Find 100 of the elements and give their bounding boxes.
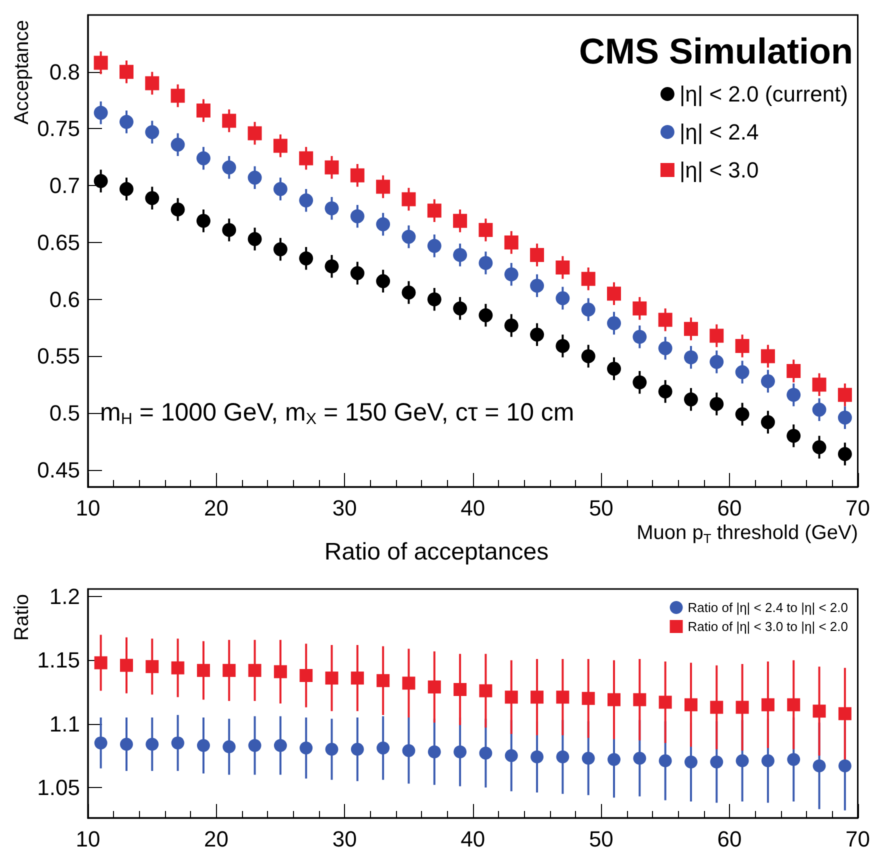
point [812,759,826,772]
point [838,410,852,425]
point [427,292,442,306]
point [582,752,595,765]
point [94,106,108,120]
y-tick-label: 1.2 [49,584,80,610]
point [812,704,826,718]
point [427,238,442,253]
y-tick-label: 1.05 [37,774,80,800]
y-tick-label: 1.1 [49,711,80,736]
point [402,744,416,758]
point [760,415,775,430]
y-tick-label: 0.55 [37,344,80,369]
point [556,690,570,704]
point [324,201,339,216]
point [608,693,621,706]
point [402,286,416,300]
point [350,742,364,756]
point [273,242,288,256]
point [196,104,210,118]
point [786,428,801,443]
point [222,160,236,174]
point [325,742,338,756]
point [710,396,724,411]
point [658,384,672,398]
point [633,752,646,765]
point [838,388,852,402]
point [94,56,108,70]
y-tick-label: 0.5 [49,400,80,426]
point [658,696,672,709]
point [787,752,800,766]
point [428,745,441,758]
point [196,738,210,752]
y-tick-label: 0.6 [49,286,80,312]
point [786,364,801,378]
point [710,700,724,714]
point [684,756,698,769]
x-tick-label: 30 [332,496,357,520]
point [478,222,493,237]
point [478,308,493,322]
point [120,182,134,196]
point [274,738,287,752]
point [273,182,288,196]
point [453,248,468,262]
point [530,278,544,293]
point [736,700,749,714]
point [761,754,774,768]
point [530,750,544,764]
point [736,754,749,768]
point [812,440,826,454]
point [504,267,518,282]
point [556,750,570,764]
point [222,222,236,237]
y-tick-label: 0.45 [37,457,80,482]
x-tick-label: 70 [846,496,870,520]
point [376,674,390,688]
point [478,256,493,270]
point [248,170,262,185]
point [248,232,262,246]
point [196,664,210,677]
y-tick-label: 0.75 [37,116,80,142]
point [376,274,390,288]
point [581,272,596,286]
point [350,672,364,685]
point [556,260,570,274]
point [248,126,262,140]
point [120,738,133,751]
point [171,736,184,750]
x-tick-label: 70 [846,826,870,852]
point [710,328,724,343]
point [299,151,314,166]
point [812,378,826,392]
point [838,707,852,720]
point [530,328,544,342]
point [299,251,314,266]
point [504,690,518,704]
point [428,680,441,694]
point [94,174,108,188]
point [248,738,262,752]
point [812,402,826,417]
point [658,754,672,768]
point [324,160,339,174]
point [838,759,852,772]
point [838,447,852,462]
point [196,214,210,228]
x-tick-label: 60 [717,496,742,520]
point [735,407,750,422]
point [350,168,364,182]
point [504,749,518,762]
point [761,698,774,712]
point [376,217,390,232]
y-tick-label: 0.7 [49,173,80,198]
point [196,151,210,166]
point [453,301,468,316]
point [735,338,750,353]
point [710,756,724,769]
legend-label: |η| < 2.0 (current) [679,82,848,106]
point [684,392,698,406]
point [299,193,314,208]
x-tick-label: 20 [204,496,229,520]
